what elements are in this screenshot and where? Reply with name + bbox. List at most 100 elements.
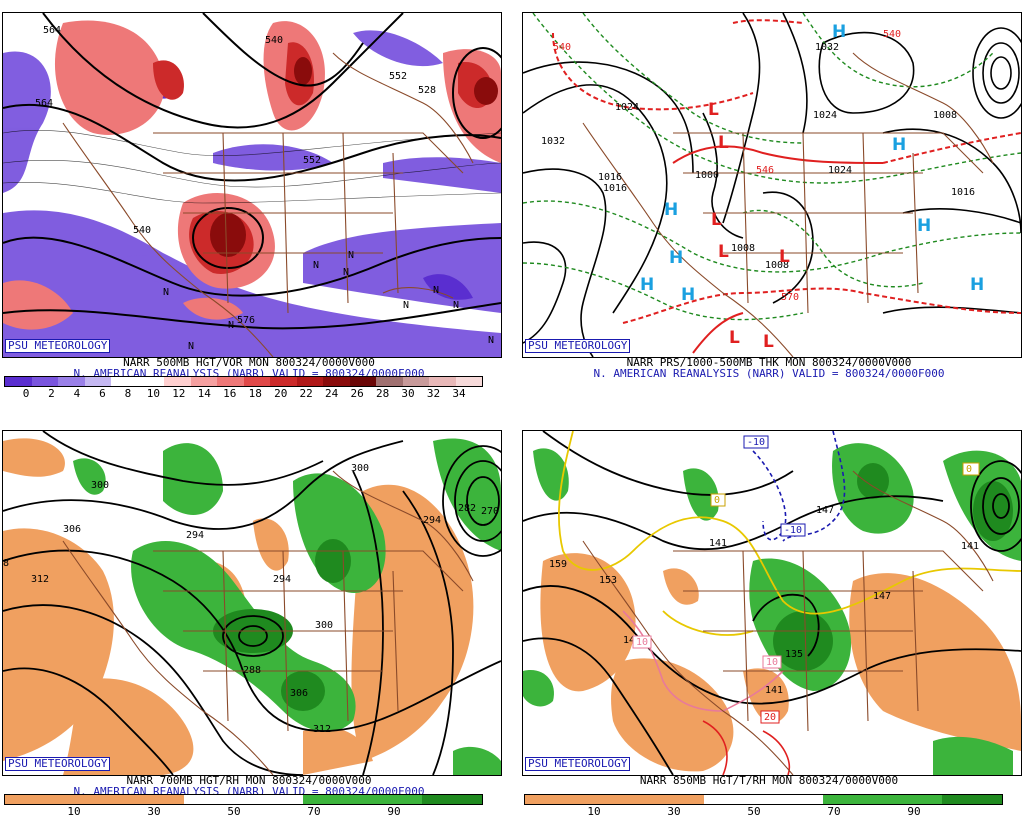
colorbar-segment — [882, 795, 943, 804]
vort-label: N — [313, 260, 319, 271]
panel-title: NARR 500MB HGT/VOR MON 800324/0000V000 — [123, 356, 375, 369]
colorbar-segment — [455, 377, 482, 386]
contour-label: 288 — [243, 665, 261, 676]
contour-label: 564 — [43, 25, 61, 36]
contour-label: 300 — [91, 480, 109, 491]
colorbar-segment — [763, 795, 824, 804]
contour-label: 147 — [623, 635, 641, 646]
map-700mb: 300 306 312 294 300 294 294 300 306 312 … — [2, 430, 502, 776]
temp-label: 10 — [766, 657, 778, 668]
colorbar-tick-label: 26 — [350, 387, 364, 400]
contour-label: 282 — [458, 503, 476, 514]
panel-850mb-temp-rh: 159 153 147 141 147 135 141 147 141 -10 … — [520, 418, 1022, 817]
colorbar-tick-label: 30 — [667, 805, 681, 818]
panel-title: NARR 700MB HGT/RH MON 800324/0000V000 — [126, 774, 372, 787]
vort-label: N — [488, 335, 494, 346]
low-pressure-marker: L — [763, 332, 774, 352]
colorbar-tick-label: 30 — [401, 387, 415, 400]
vort-label: N — [348, 250, 354, 261]
vort-label: N — [343, 267, 349, 278]
vort-label: N — [228, 320, 234, 331]
map-500mb: 564 564 576 552 540 552 528 540 N N N N … — [2, 12, 502, 358]
psu-meteorology-label: PSU METEOROLOGY — [5, 757, 111, 771]
colorbar-tick-label: 10 — [587, 805, 601, 818]
colorbar-tick-label: 32 — [426, 387, 441, 400]
colorbar-ticks: 10 30 50 70 90 — [4, 806, 481, 818]
isobar-label: 1016 — [951, 187, 975, 198]
colorbar-segment — [5, 795, 65, 804]
colorbar-tick-label: 16 — [223, 387, 237, 400]
psu-meteorology-label: PSU METEOROLOGY — [5, 339, 111, 353]
panel-subtitle: N. AMERICAN REANALYSIS (NARR) VALID = 80… — [73, 367, 425, 380]
thickness-label: 570 — [781, 292, 799, 303]
colorbar-segment — [64, 795, 125, 804]
panel-title: NARR 850MB HGT/T/RH MON 800324/0000V000 — [639, 774, 899, 787]
colorbar-segment — [31, 377, 58, 386]
colorbar-ticks: 10 30 50 70 90 — [524, 806, 1001, 818]
colorbar-tick-label: 14 — [197, 387, 211, 400]
contour-label: 528 — [418, 85, 436, 96]
vort-label: N — [163, 287, 169, 298]
colorbar-segment — [164, 377, 191, 386]
colorbar-segment — [376, 377, 403, 386]
colorbar-segment — [942, 795, 1002, 804]
colorbar-segment — [362, 795, 423, 804]
isobar-label: 1024 — [828, 165, 852, 176]
contour-label: 300 — [315, 620, 333, 631]
colorbar-tick-label: 20 — [274, 387, 288, 400]
contour-label: 300 — [351, 463, 369, 474]
colorbar-tick-label: 22 — [299, 387, 313, 400]
colorbar-tick-label: 34 — [452, 387, 466, 400]
isobar-label: 1008 — [933, 110, 957, 121]
contour-label: 147 — [816, 505, 834, 516]
map-850mb: 159 153 147 141 147 135 141 147 141 -10 … — [522, 430, 1022, 776]
temp-label: 20 — [764, 712, 776, 723]
isobar-label: 1032 — [541, 136, 565, 147]
high-pressure-marker: H — [832, 22, 846, 42]
low-pressure-marker: L — [729, 328, 740, 348]
colorbar-tick-label: 18 — [248, 387, 262, 400]
colorbar-segment — [644, 795, 704, 804]
colorbar-segment — [349, 377, 376, 386]
colorbar-segment — [84, 377, 111, 386]
contour-label: 564 — [35, 98, 53, 109]
contour-label: 147 — [873, 591, 891, 602]
isobar-label: 1000 — [695, 170, 719, 181]
colorbar-segment — [183, 795, 244, 804]
colorbar-tick-label: 6 — [99, 387, 106, 400]
colorbar-tick-label: 30 — [147, 805, 161, 818]
isobar-label: 1024 — [615, 102, 639, 113]
thickness-label: 540 — [883, 29, 901, 40]
colorbar-segment — [58, 377, 85, 386]
colorbar-segment — [111, 377, 138, 386]
contour-label: 159 — [549, 559, 567, 570]
vort-label: N — [188, 341, 194, 352]
psu-meteorology-label: PSU METEOROLOGY — [525, 757, 631, 771]
contour-label: 576 — [237, 315, 255, 326]
colorbar-segment — [703, 795, 764, 804]
colorbar-ticks: 0 2 4 6 8 10 12 14 16 18 20 22 24 26 28 30 32 34 — [4, 388, 481, 400]
colorbar-segment — [323, 377, 350, 386]
panel-500mb-vorticity: 564 564 576 552 540 552 528 540 N N N N … — [0, 0, 502, 399]
panel-pressure-thickness: 1032 1024 1032 1016 1016 1000 1008 1024 … — [520, 0, 1022, 396]
isobar-label: 1008 — [731, 243, 755, 254]
contour-label: 540 — [133, 225, 151, 236]
contour-label: 552 — [303, 155, 321, 166]
colorbar-segment — [525, 795, 585, 804]
contour-label: 141 — [709, 538, 727, 549]
colorbar-tick-label: 28 — [375, 387, 390, 400]
colorbar-segment — [429, 377, 456, 386]
high-pressure-marker: H — [917, 216, 931, 236]
high-pressure-marker: H — [640, 275, 654, 295]
contour-label: 306 — [290, 688, 308, 699]
colorbar-rh — [524, 794, 1003, 805]
temp-label: 0 — [966, 464, 972, 475]
colorbar-segment — [5, 377, 32, 386]
temp-label: -10 — [784, 525, 802, 536]
high-pressure-marker: H — [664, 200, 678, 220]
colorbar-tick-label: 10 — [67, 805, 81, 818]
psu-meteorology-label: PSU METEOROLOGY — [525, 339, 631, 353]
colorbar-segment — [402, 377, 429, 386]
isobar-label: 1008 — [765, 260, 789, 271]
vort-label: N — [453, 300, 459, 311]
